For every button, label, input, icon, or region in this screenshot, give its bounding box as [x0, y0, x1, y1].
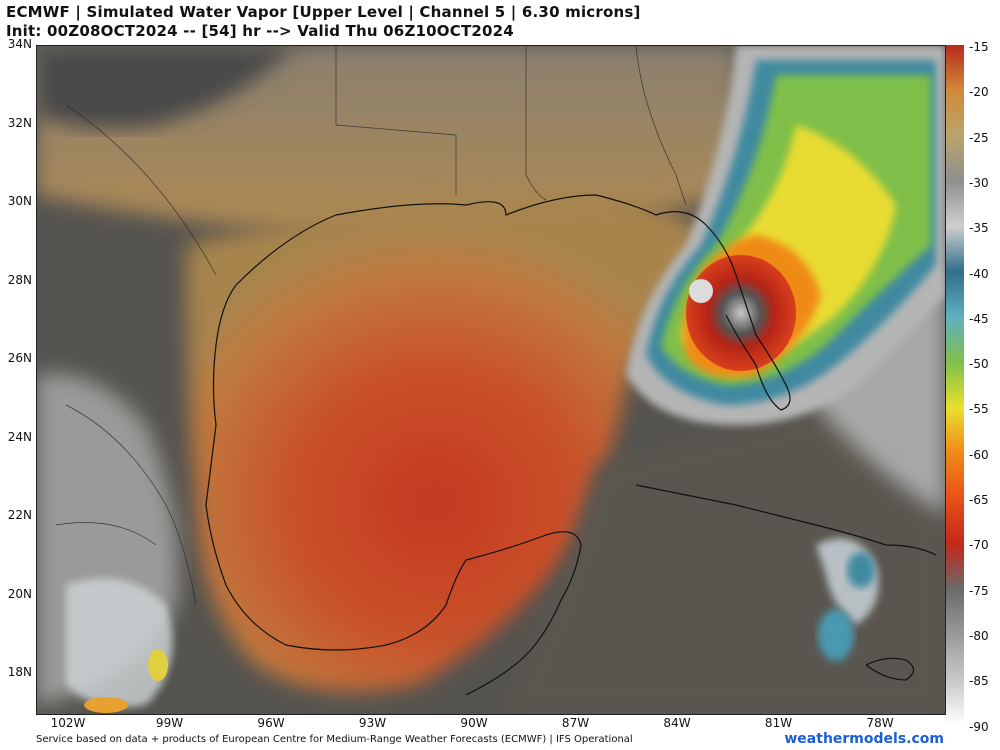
- caribbean-convection-2: [847, 552, 875, 588]
- lat-label: 18N: [7, 665, 32, 679]
- colorbar-label: -75: [969, 583, 989, 598]
- lat-label: 30N: [7, 194, 32, 208]
- colorbar-label: -15: [969, 40, 989, 54]
- map-frame: [36, 45, 946, 715]
- data-credit: Service based on data + products of Euro…: [36, 734, 633, 745]
- lon-label: 81W: [764, 716, 793, 730]
- chart-title: ECMWF | Simulated Water Vapor [Upper Lev…: [6, 3, 641, 21]
- lat-label: 34N: [7, 37, 32, 51]
- hurricane-eye-center: [689, 279, 713, 303]
- colorbar-label: -80: [969, 628, 989, 643]
- colorbar-label: -20: [969, 85, 989, 100]
- lon-label: 90W: [460, 716, 488, 730]
- southwest-moist: [66, 578, 173, 708]
- southwest-convection-2: [84, 697, 128, 713]
- colorbar-label: -70: [969, 538, 989, 553]
- lat-label: 24N: [7, 429, 32, 444]
- colorbar-label: -40: [969, 266, 989, 281]
- dark-northwest: [36, 45, 296, 129]
- colorbar-label: -30: [969, 175, 989, 190]
- colorbar-label: -65: [969, 493, 989, 507]
- colorbar-label: -50: [969, 357, 989, 372]
- lon-label: 102W: [50, 716, 86, 730]
- colorbar-label: -45: [969, 311, 989, 326]
- chart-title-block: ECMWF | Simulated Water Vapor [Upper Lev…: [6, 3, 641, 41]
- colorbar-label: -90: [969, 719, 989, 734]
- colorbar: [946, 45, 964, 725]
- hurricane-eye: [686, 255, 796, 371]
- lon-label: 99W: [155, 716, 184, 730]
- gulf-dry-air: [186, 195, 716, 692]
- southwest-convection: [148, 649, 168, 681]
- water-vapor-map[interactable]: [36, 45, 946, 715]
- lon-label: 84W: [663, 716, 691, 730]
- colorbar-label: -60: [969, 447, 989, 462]
- colorbar-label: -25: [969, 130, 989, 145]
- lon-label: 96W: [257, 716, 285, 730]
- lat-label: 28N: [7, 272, 32, 287]
- colorbar-label: -35: [969, 221, 989, 236]
- lat-label: 20N: [7, 586, 32, 601]
- caribbean-convection: [818, 609, 854, 661]
- lon-label: 93W: [358, 716, 387, 730]
- lon-label: 87W: [561, 716, 590, 730]
- lat-label: 32N: [7, 115, 32, 130]
- coastlines: [205, 194, 937, 696]
- chart-subtitle: Init: 00Z08OCT2024 -- [54] hr --> Valid …: [6, 22, 514, 40]
- colorbar-label: -85: [969, 674, 989, 689]
- lat-label: 26N: [7, 351, 32, 365]
- brand-link[interactable]: weathermodels.com: [784, 731, 944, 747]
- lon-label: 78W: [866, 716, 894, 730]
- lat-label: 22N: [7, 508, 32, 522]
- colorbar-label: -55: [969, 402, 989, 417]
- state-borders: [55, 45, 687, 606]
